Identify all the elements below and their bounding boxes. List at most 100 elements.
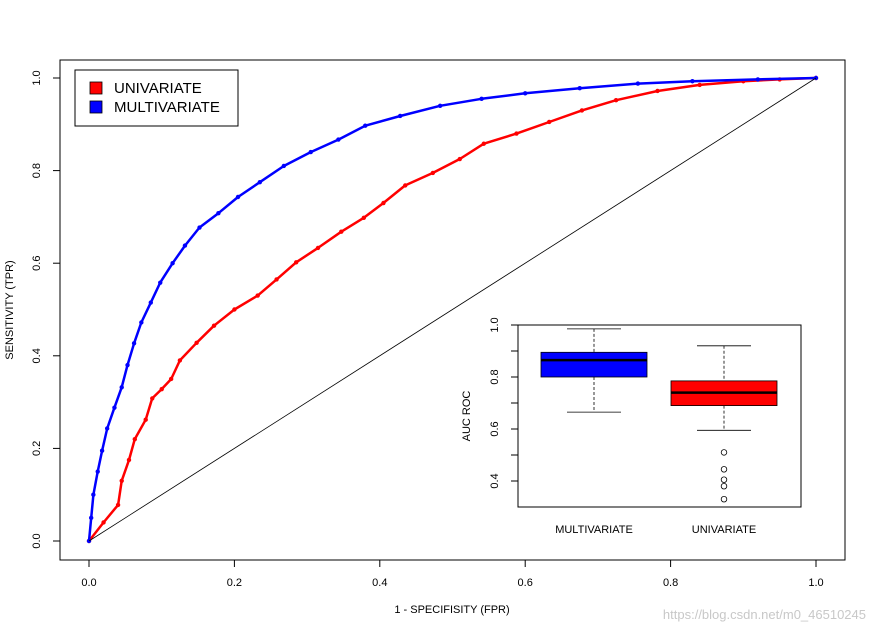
data-point-multivariate	[577, 85, 582, 91]
data-point-univariate	[381, 200, 386, 206]
inset-y-tick-label: 0.4	[489, 473, 501, 488]
data-point-multivariate	[95, 469, 100, 474]
series-line-univariate	[88, 76, 817, 542]
inset-y-tick-label: 0.8	[489, 369, 501, 384]
data-point-multivariate	[308, 149, 313, 155]
data-point-multivariate	[437, 103, 443, 108]
data-point-multivariate	[99, 448, 105, 453]
y-tick-label: 0.2	[31, 441, 43, 456]
data-point-univariate	[579, 108, 585, 113]
data-point-univariate	[546, 119, 552, 125]
data-point-multivariate	[216, 210, 221, 216]
data-point-univariate	[101, 520, 106, 525]
data-point-univariate	[697, 82, 702, 88]
x-tick-label: 0.0	[81, 577, 96, 589]
data-point-multivariate	[158, 280, 163, 285]
data-point-multivariate	[397, 113, 403, 119]
data-point-multivariate	[125, 362, 130, 368]
data-point-multivariate	[148, 300, 153, 305]
data-point-univariate	[514, 131, 519, 136]
data-point-multivariate	[336, 137, 341, 142]
y-axis-title: SENSITIVITY (TPR)	[4, 260, 16, 359]
data-point-multivariate	[112, 405, 117, 410]
inset-y-axis-title: AUC ROC	[461, 391, 473, 442]
series-line-multivariate	[87, 76, 817, 542]
data-point-univariate	[613, 98, 619, 103]
data-point-multivariate	[281, 163, 287, 169]
data-point-multivariate	[479, 96, 484, 102]
data-point-univariate	[150, 396, 155, 401]
main-axes: 0.0 0.2 0.4 0.6 0.8 1.0 0.0 0.2 0.4 0.6 0.8 1.0	[31, 70, 824, 589]
data-point-multivariate	[88, 515, 94, 521]
data-point-univariate	[126, 457, 132, 463]
data-point-univariate	[194, 340, 199, 346]
data-point-univariate	[177, 358, 183, 363]
outlier-point-univariate	[720, 496, 728, 503]
main-series	[86, 75, 819, 544]
x-axis-title: 1 - SPECIFISITY (FPR)	[394, 604, 509, 616]
legend: UNIVARIATE MULTIVARIATE	[74, 69, 239, 127]
data-point-multivariate	[119, 385, 124, 390]
data-point-univariate	[211, 323, 217, 328]
inset-x-label-univariate: UNIVARIATE	[692, 524, 756, 536]
legend-swatch-univariate	[89, 81, 103, 95]
data-point-univariate	[132, 436, 138, 442]
box-multivariate	[540, 351, 648, 378]
data-point-multivariate	[523, 91, 528, 96]
data-point-multivariate	[755, 77, 761, 82]
data-point-univariate	[655, 88, 660, 94]
data-point-univariate	[274, 277, 279, 282]
watermark-text: https://blog.csdn.net/m0_46510245	[663, 607, 866, 622]
data-point-univariate	[168, 376, 174, 382]
data-point-multivariate	[182, 243, 188, 248]
data-point-univariate	[115, 502, 121, 508]
data-point-univariate	[339, 229, 344, 234]
inset-x-label-multivariate: MULTIVARIATE	[555, 524, 633, 536]
outlier-point-univariate	[720, 449, 728, 456]
y-tick-label: 1.0	[31, 70, 43, 85]
outlier-point-univariate	[720, 483, 728, 490]
legend-box	[74, 69, 239, 127]
x-tick-label: 0.2	[227, 577, 242, 589]
y-tick-label: 0.8	[31, 163, 43, 178]
y-tick-label: 0.6	[31, 256, 43, 271]
data-point-univariate	[315, 245, 321, 251]
outlier-point-univariate	[720, 476, 728, 483]
inset-axes: 0.4 0.6 0.8 1.0	[489, 317, 518, 489]
data-point-multivariate	[257, 179, 263, 185]
y-tick-label: 0.0	[31, 533, 43, 548]
x-tick-label: 1.0	[808, 577, 823, 589]
data-point-multivariate	[104, 426, 110, 431]
data-point-univariate	[159, 386, 164, 392]
inset-y-tick-label: 1.0	[489, 317, 501, 332]
x-tick-label: 0.8	[663, 577, 678, 589]
data-point-multivariate	[139, 320, 144, 325]
series-line-reference-diagonal	[88, 77, 817, 542]
data-point-multivariate	[235, 194, 241, 200]
data-point-multivariate	[91, 492, 96, 497]
data-point-univariate	[361, 215, 367, 221]
inset-boxes: MULTIVARIATE UNIVARIATE	[540, 328, 778, 536]
data-point-univariate	[430, 170, 436, 176]
data-point-univariate	[232, 307, 237, 312]
data-point-univariate	[481, 141, 486, 146]
data-point-univariate	[457, 156, 462, 162]
data-point-multivariate	[197, 225, 202, 230]
data-point-multivariate	[363, 123, 368, 128]
outlier-point-univariate	[720, 466, 728, 473]
inset-y-tick-label: 0.6	[489, 421, 501, 436]
x-tick-label: 0.4	[372, 577, 387, 589]
x-tick-label: 0.6	[518, 577, 533, 589]
data-point-univariate	[143, 417, 148, 422]
data-point-multivariate	[635, 81, 641, 86]
legend-label-multivariate: MULTIVARIATE	[114, 99, 220, 116]
data-point-univariate	[255, 293, 260, 298]
legend-swatch-multivariate	[89, 100, 103, 114]
data-point-univariate	[293, 260, 299, 265]
data-point-univariate	[119, 478, 124, 484]
data-point-univariate	[403, 183, 408, 188]
y-tick-label: 0.4	[31, 348, 43, 363]
data-point-multivariate	[170, 261, 175, 266]
legend-label-univariate: UNIVARIATE	[114, 80, 202, 97]
